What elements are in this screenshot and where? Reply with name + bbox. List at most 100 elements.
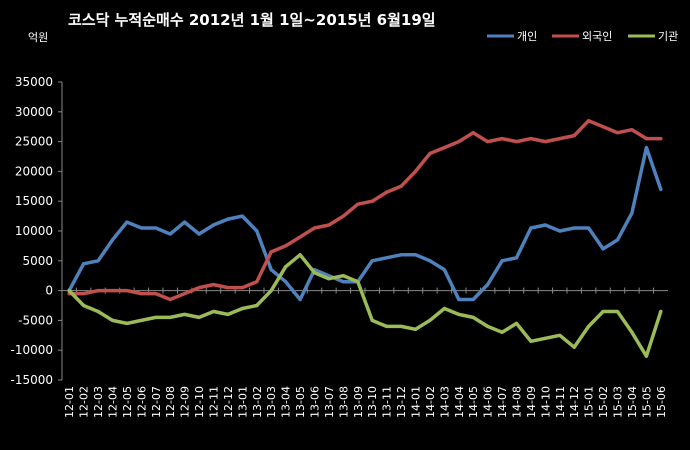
x-tick-label: 12-10 [193,386,206,418]
data-point [240,306,244,311]
x-tick-label: 15-05 [640,386,653,418]
data-point [442,306,446,311]
data-point [211,223,216,227]
data-point [341,280,345,284]
data-point [486,283,490,287]
data-point [644,137,648,141]
legend-label: 기관 [658,30,678,43]
x-tick-label: 13-12 [395,386,408,418]
data-point [558,333,562,337]
x-tick-label: 14-10 [539,386,552,418]
x-tick-label: 13-03 [265,386,278,418]
data-point [82,303,86,308]
legend: 개인 외국인 기관 [487,30,678,43]
data-point [269,268,273,272]
data-point [183,291,187,296]
x-tick-label: 14-05 [467,386,480,418]
data-point [413,253,418,257]
x-tick-label: 14-07 [496,386,509,418]
x-tick-label: 12-12 [222,386,235,418]
data-point [125,321,129,325]
x-tick-label: 12-05 [121,386,134,418]
y-tick-label: 0 [45,284,53,298]
data-point [298,235,302,239]
data-point [226,217,230,221]
x-tick-label: 12-07 [150,386,163,418]
data-point [67,289,71,293]
x-tick-label: 13-05 [294,386,307,418]
x-tick-label: 13-02 [251,386,264,418]
axes [61,82,668,380]
x-tick-label: 13-08 [337,386,350,418]
data-point [240,214,244,218]
data-point [471,315,475,320]
x-tick-label: 14-12 [568,386,581,418]
data-point [154,226,158,230]
x-tick-label: 12-01 [63,386,76,418]
x-tick-label: 12-03 [92,386,105,418]
data-point [457,297,461,302]
data-point [442,145,446,150]
y-tick-label: 35000 [15,75,53,89]
x-tick-label: 14-08 [511,386,524,418]
data-point [327,223,331,227]
data-point [659,309,663,314]
y-tick-label: -5000 [18,313,53,327]
data-point [82,291,86,296]
data-point [457,312,461,317]
x-tick-label: 13-09 [352,386,365,418]
x-tick-label: 14-02 [424,386,437,418]
x-tick-label: 13-11 [381,386,394,418]
data-point [630,330,634,334]
y-tick-label: 10000 [15,224,53,238]
data-point [269,289,273,293]
x-tick-label: 15-06 [655,386,668,418]
data-point [500,330,504,334]
data-point [385,324,389,328]
series-line [67,118,663,302]
data-point [255,280,259,284]
data-point [255,303,259,308]
data-point [486,140,490,144]
data-point [226,312,230,317]
x-tick-label: 14-06 [482,386,495,418]
data-point [529,339,533,343]
data-point [284,244,288,248]
data-point [457,140,461,144]
data-point [226,286,230,290]
data-point [529,137,533,141]
data-point [471,297,475,302]
data-point [630,211,634,215]
x-tick-label: 15-04 [626,386,639,418]
y-tick-label: 25000 [15,135,53,149]
series-group [67,118,663,358]
data-point [529,226,533,230]
x-tick-label: 14-11 [554,386,567,418]
data-point [572,226,576,230]
y-tick-label: 30000 [15,105,53,119]
data-point [615,309,620,314]
data-point [154,291,158,296]
data-point [428,259,432,263]
data-point [356,280,360,284]
data-point [341,274,345,278]
data-point [486,324,490,328]
data-point [82,262,86,266]
data-point [514,321,519,325]
x-tick-label: 12-08 [164,386,177,418]
series-0 [67,145,663,302]
data-point [615,238,620,242]
data-point [413,327,418,331]
data-point [183,312,187,317]
data-point [370,199,374,203]
data-point [341,214,345,218]
x-tick-label: 14-01 [410,386,423,418]
series-1 [67,118,663,302]
x-tick-label: 12-09 [179,386,192,418]
data-point [601,309,605,314]
data-point [327,277,331,281]
data-point [284,280,288,284]
data-point [197,286,201,290]
data-point [428,151,432,156]
